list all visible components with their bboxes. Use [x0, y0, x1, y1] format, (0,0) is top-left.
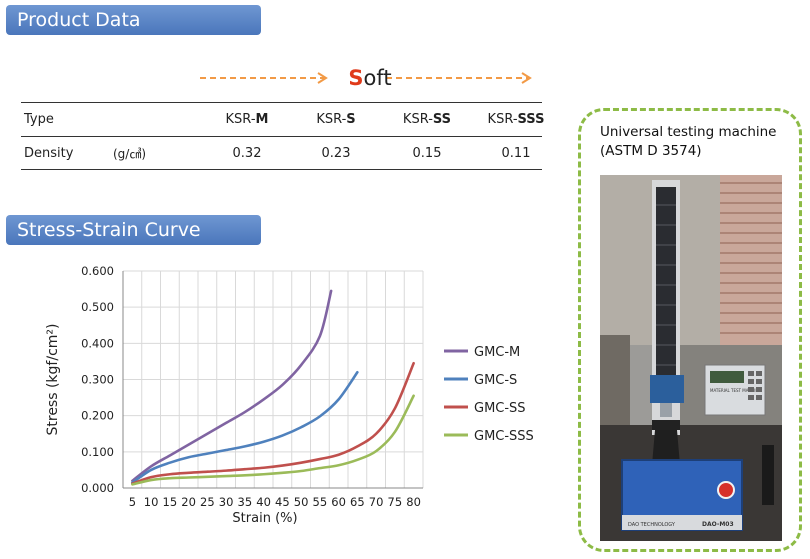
- x-tick-label: 35: [238, 495, 253, 509]
- density-unit: (g/㎤): [113, 147, 147, 161]
- softness-arrow: [200, 72, 532, 84]
- testing-machine-photo: MATERIAL TEST MACHINE DAO TECHNOLOGY DAO…: [600, 175, 782, 541]
- x-tick-label: 75: [388, 495, 403, 509]
- x-tick-label: 30: [219, 495, 234, 509]
- type-col-3-prefix: KSR-: [402, 112, 433, 127]
- series-line-gmc-s: [131, 370, 359, 484]
- stress-strain-title: Stress-Strain Curve: [17, 219, 201, 241]
- x-tick-label: 15: [163, 495, 178, 509]
- chart-axes: 0.000 0.100 0.200 0.300 0.400 0.500 0.600 5 10 15…: [45, 264, 423, 526]
- brand-text: DAO TECHNOLOGY: [628, 522, 676, 528]
- y-tick-label: 0.100: [81, 445, 114, 459]
- x-tick-label: 65: [350, 495, 365, 509]
- soft-label-rest: oft: [363, 66, 392, 90]
- type-col-4-suffix: SSS: [517, 112, 545, 127]
- product-data-title: Product Data: [17, 9, 141, 31]
- y-axis-label: Stress (kgf/cm²): [45, 324, 61, 436]
- x-tick-label: 60: [331, 495, 346, 509]
- type-col-1-suffix: M: [255, 112, 269, 127]
- type-col-4: KSR-SSS: [476, 103, 556, 137]
- x-tick-label: 5: [129, 495, 136, 509]
- x-tick-label: 10: [144, 495, 159, 509]
- x-tick-label: 50: [294, 495, 309, 509]
- model-text: DAO-M03: [702, 521, 734, 528]
- series-line-gmc-sss: [131, 394, 415, 486]
- y-tick-label: 0.600: [81, 264, 114, 278]
- density-label: Density: [24, 146, 74, 161]
- y-tick-label: 0.500: [81, 300, 114, 314]
- x-tick-label: 45: [275, 495, 290, 509]
- product-data-banner: Product Data: [6, 5, 261, 35]
- x-tick-label: 80: [406, 495, 421, 509]
- x-tick-label: 55: [313, 495, 328, 509]
- series-line-gmc-ss: [131, 361, 415, 485]
- density-value-2: 0.23: [321, 146, 351, 161]
- type-label: Type: [24, 112, 54, 127]
- y-tick-label: 0.200: [81, 409, 114, 423]
- table-row-density: Density (g/㎤) 0.32 0.23 0.15 0.11: [21, 136, 542, 170]
- type-col-1-prefix: KSR-: [225, 112, 256, 127]
- device-panel-text: MATERIAL TEST MACHINE: [710, 388, 761, 393]
- type-col-2-suffix: S: [346, 112, 356, 127]
- testing-machine-frame: [578, 108, 802, 552]
- legend-label-gmc-s: GMC-S: [474, 373, 517, 388]
- legend-label-gmc-m: GMC-M: [474, 345, 520, 360]
- softness-indicator: Soft: [200, 64, 540, 92]
- legend-label-gmc-sss: GMC-SSS: [474, 429, 534, 444]
- machine-caption-line-1: Universal testing machine: [600, 124, 777, 140]
- x-tick-label: 40: [256, 495, 271, 509]
- type-col-3: KSR-SS: [387, 103, 467, 137]
- x-tick-label: 20: [181, 495, 196, 509]
- density-value-1: 0.32: [232, 146, 262, 161]
- chart-series: [131, 289, 415, 486]
- y-tick-label: 0.400: [81, 336, 114, 350]
- stress-strain-banner: Stress-Strain Curve: [6, 215, 261, 245]
- type-col-4-prefix: KSR-: [487, 112, 518, 127]
- y-tick-label: 0.000: [81, 481, 114, 495]
- soft-label: Soft: [334, 64, 406, 92]
- testing-machine-caption: Universal testing machine (ASTM D 3574): [600, 123, 777, 161]
- machine-caption-line-2: (ASTM D 3574): [600, 143, 702, 159]
- density-value-3: 0.15: [412, 146, 442, 161]
- x-tick-label: 25: [200, 495, 215, 509]
- type-col-3-suffix: SS: [432, 112, 452, 127]
- type-col-2-prefix: KSR-: [316, 112, 347, 127]
- chart-legend: GMC-M GMC-S GMC-SS GMC-SSS: [444, 345, 534, 444]
- legend-label-gmc-ss: GMC-SS: [474, 401, 526, 416]
- stress-strain-chart: 0.000 0.100 0.200 0.300 0.400 0.500 0.600 5 10 15…: [45, 264, 534, 526]
- type-col-2: KSR-S: [296, 103, 376, 137]
- soft-label-first-letter: S: [348, 66, 364, 90]
- x-axis-label: Strain (%): [232, 511, 297, 526]
- testing-machine-illustration: MATERIAL TEST MACHINE DAO TECHNOLOGY DAO…: [600, 175, 782, 541]
- y-tick-label: 0.300: [81, 373, 114, 387]
- series-line-gmc-m: [131, 289, 333, 483]
- density-value-4: 0.11: [501, 146, 531, 161]
- x-tick-label: 70: [369, 495, 384, 509]
- type-col-1: KSR-M: [207, 103, 287, 137]
- table-row-type: Type KSR-M KSR-S KSR-SS KSR-SSS: [21, 102, 544, 137]
